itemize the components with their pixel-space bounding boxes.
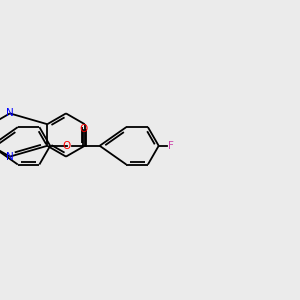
Text: O: O: [79, 124, 87, 134]
Text: N: N: [6, 152, 14, 162]
Text: N: N: [6, 108, 14, 118]
Text: F: F: [168, 141, 174, 151]
Text: O: O: [63, 141, 71, 151]
